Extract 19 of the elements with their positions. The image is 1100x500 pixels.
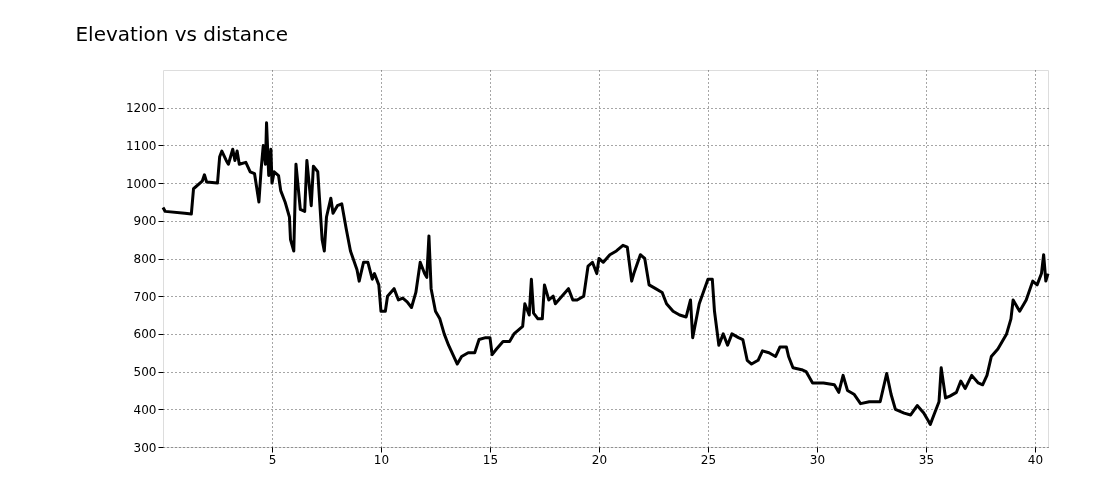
y-tick-label: 400 xyxy=(133,402,157,417)
y-tick-label: 600 xyxy=(133,327,157,342)
x-tick-label: 30 xyxy=(809,452,826,467)
y-tick-label: 800 xyxy=(133,252,157,266)
x-tick-label: 15 xyxy=(482,452,499,467)
y-tick-label: 700 xyxy=(133,289,157,304)
y-tick-label: 1100 xyxy=(125,138,157,153)
y-tick-label: 1200 xyxy=(125,101,157,116)
x-tick-label: 10 xyxy=(373,452,390,467)
x-tick-label: 5 xyxy=(268,452,277,467)
y-tick-label: 300 xyxy=(133,440,157,455)
x-tick-label: 25 xyxy=(700,452,717,467)
x-tick-label: 35 xyxy=(918,452,935,467)
y-tick-label: 1000 xyxy=(125,176,157,191)
chart-title: Elevation vs distance xyxy=(75,22,289,46)
y-tick-label: 500 xyxy=(133,365,157,380)
x-tick-label: 40 xyxy=(1027,452,1044,467)
x-tick-label: 20 xyxy=(591,452,608,467)
y-tick-label: 900 xyxy=(133,214,157,229)
